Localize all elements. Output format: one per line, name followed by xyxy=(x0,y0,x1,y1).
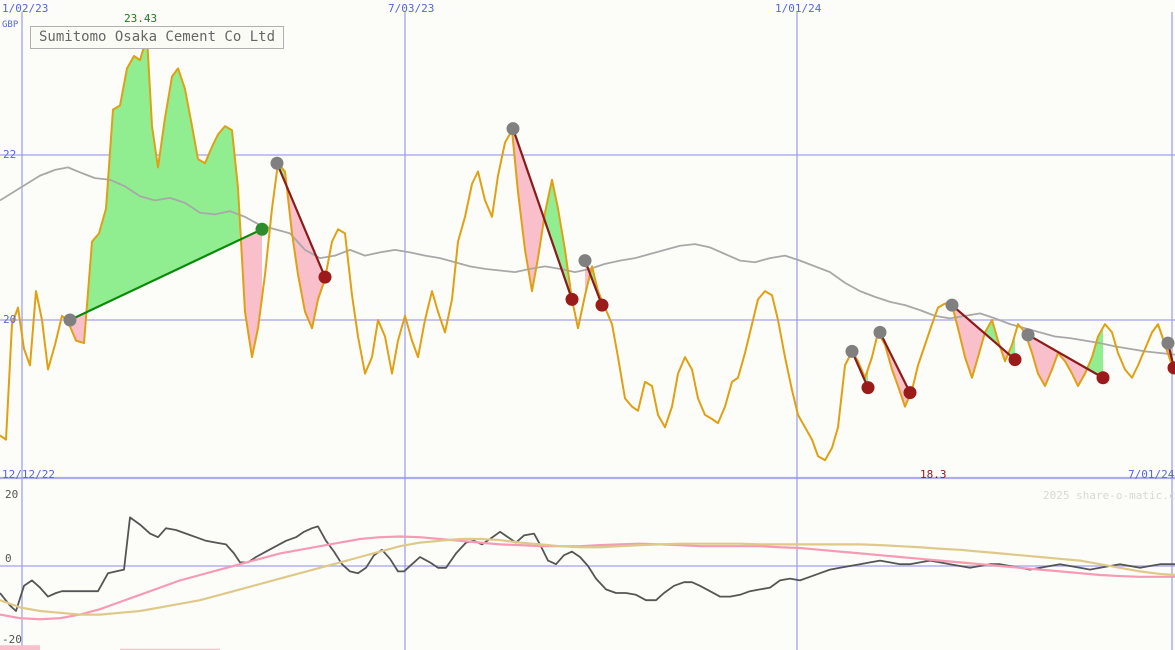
osc-tick-label-neg20: -20 xyxy=(2,633,22,646)
trade-exit-marker-2[interactable] xyxy=(565,292,579,306)
y-tick-label-22: 22 xyxy=(3,148,17,161)
price-line xyxy=(0,36,1173,462)
trade-entry-marker-7[interactable] xyxy=(1021,328,1035,342)
high-price-label: 23.43 xyxy=(124,12,158,25)
trade-fill-2-0 xyxy=(513,128,544,292)
trade-line-7 xyxy=(1027,333,1104,379)
trade-line-5 xyxy=(879,331,911,394)
trade-line-3 xyxy=(583,260,604,306)
osc-tick-label-0: 0 xyxy=(5,552,12,565)
x-start-label: 12/12/22 xyxy=(2,468,55,481)
watermark: 2025 share-o-matic.com xyxy=(1043,489,1175,502)
trade-fill-7-0 xyxy=(1028,334,1087,386)
trade-exit-marker-7[interactable] xyxy=(1096,371,1110,385)
x-tick-label-2: 1/01/24 xyxy=(775,2,822,15)
trade-exit-marker-5[interactable] xyxy=(903,386,917,400)
trade-line-2 xyxy=(511,128,574,300)
oscillator-series-2 xyxy=(0,537,1175,616)
trade-exit-marker-1[interactable] xyxy=(318,270,332,284)
trade-line-0 xyxy=(69,228,263,321)
y-tick-label-20: 20 xyxy=(3,313,17,326)
trade-entry-marker-8[interactable] xyxy=(1161,336,1175,350)
trade-fill-1-2 xyxy=(287,186,325,329)
trade-entry-marker-4[interactable] xyxy=(845,344,859,358)
low-price-label: 18.3 xyxy=(920,468,947,481)
trade-fill-0-2 xyxy=(241,229,262,356)
trade-entry-marker-3[interactable] xyxy=(578,254,592,268)
trade-line-1 xyxy=(275,162,327,278)
osc-tick-label-20: 20 xyxy=(5,488,19,501)
trade-entry-marker-5[interactable] xyxy=(873,325,887,339)
trade-entry-marker-6[interactable] xyxy=(945,298,959,312)
currency-label: GBP xyxy=(2,20,19,30)
trade-exit-marker-0[interactable] xyxy=(255,222,269,236)
chart-title: Sumitomo Osaka Cement Co Ltd xyxy=(30,26,285,49)
trade-entry-marker-0[interactable] xyxy=(63,313,77,327)
x-tick-label-0: 1/02/23 xyxy=(2,2,49,15)
trade-entry-marker-1[interactable] xyxy=(270,156,284,170)
x-tick-label-3: 7/01/24 xyxy=(1128,468,1175,481)
x-tick-label-1: 7/03/23 xyxy=(388,2,435,15)
trade-exit-marker-6[interactable] xyxy=(1008,353,1022,367)
trade-entry-marker-2[interactable] xyxy=(506,122,520,136)
oscillator-series-1 xyxy=(0,535,1175,621)
trade-line-4 xyxy=(850,350,870,389)
trade-line-6 xyxy=(951,304,1016,361)
trade-exit-marker-8[interactable] xyxy=(1167,361,1175,375)
trade-exit-marker-3[interactable] xyxy=(595,298,609,312)
oscillator-series-0 xyxy=(0,516,1175,612)
trade-fill-0-1 xyxy=(87,37,240,312)
moving-average-line xyxy=(0,166,1175,356)
oscillator-histogram xyxy=(0,645,220,650)
trade-exit-marker-4[interactable] xyxy=(861,381,875,395)
trade-fill-7-1 xyxy=(1088,327,1103,378)
